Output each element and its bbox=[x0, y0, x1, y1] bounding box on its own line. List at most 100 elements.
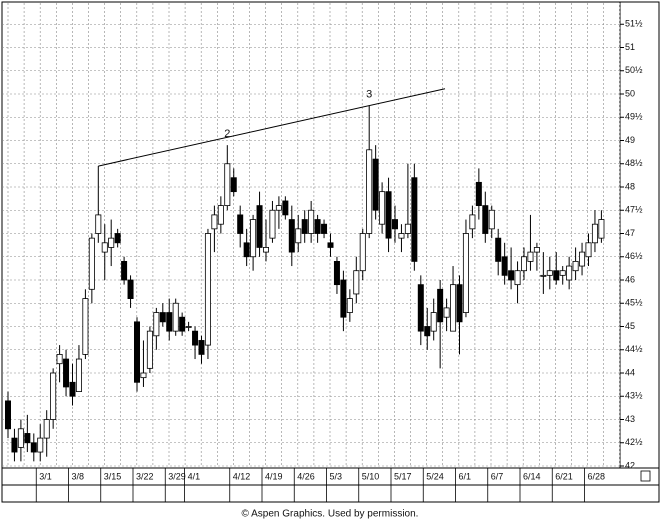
y-tick-label: 46 bbox=[625, 274, 635, 284]
candle-body bbox=[495, 237, 502, 262]
y-tick-label: 42½ bbox=[625, 437, 643, 447]
y-tick-label: 43 bbox=[625, 414, 635, 424]
candle-body bbox=[340, 279, 347, 318]
y-tick-label: 42 bbox=[625, 460, 635, 470]
candle-body bbox=[353, 270, 360, 295]
candle-body bbox=[101, 242, 108, 253]
x-tick-label: 4/19 bbox=[265, 471, 283, 481]
x-tick-label: 3/1 bbox=[39, 471, 52, 481]
candle-body bbox=[385, 191, 392, 239]
candle-body bbox=[269, 209, 276, 239]
candle-body bbox=[333, 260, 340, 286]
x-tick-label: 6/1 bbox=[459, 471, 472, 481]
candle-body bbox=[88, 237, 95, 290]
candle-body bbox=[275, 205, 282, 211]
candle-body bbox=[262, 247, 269, 253]
candle-body bbox=[256, 205, 263, 248]
candle-body bbox=[185, 326, 192, 328]
candle-body bbox=[372, 158, 379, 211]
candle-body bbox=[237, 214, 244, 234]
candle-body bbox=[591, 223, 598, 244]
candle-body bbox=[217, 205, 224, 225]
candle-body bbox=[282, 200, 289, 216]
credit: © Aspen Graphics. Used by permission. bbox=[242, 509, 419, 520]
candle-body bbox=[114, 233, 121, 244]
candle-body bbox=[30, 442, 37, 453]
candle-body bbox=[462, 233, 469, 313]
candle-body bbox=[514, 270, 521, 286]
candle-body bbox=[533, 247, 540, 253]
x-tick-label: 5/17 bbox=[394, 471, 412, 481]
candle-body bbox=[108, 237, 115, 248]
y-tick-label: 43½ bbox=[625, 391, 643, 401]
x-tick-label: 4/1 bbox=[188, 471, 201, 481]
y-tick-label: 50 bbox=[625, 88, 635, 98]
candle-body bbox=[63, 358, 70, 388]
candle-body bbox=[424, 326, 431, 337]
x-tick-label: 6/14 bbox=[523, 471, 541, 481]
candle-body bbox=[430, 312, 437, 332]
candle-body bbox=[411, 177, 418, 262]
candle-body bbox=[243, 242, 250, 258]
y-tick-label: 46½ bbox=[625, 251, 643, 261]
candle-body bbox=[585, 242, 592, 258]
candle-body bbox=[437, 288, 444, 323]
x-tick-label: 5/3 bbox=[330, 471, 343, 481]
candle-body bbox=[37, 437, 44, 453]
x-tick-label: 6/7 bbox=[491, 471, 504, 481]
candle-body bbox=[359, 233, 366, 272]
candle-body bbox=[5, 400, 11, 430]
annotation: 3 bbox=[366, 89, 372, 101]
candle-body bbox=[346, 298, 353, 313]
candle-body bbox=[224, 163, 231, 206]
candle-body bbox=[250, 219, 257, 258]
y-tick-label: 47 bbox=[625, 228, 635, 238]
candle-body bbox=[56, 353, 63, 365]
candle-body bbox=[521, 256, 528, 272]
candle-body bbox=[398, 233, 405, 239]
y-tick-label: 45½ bbox=[625, 298, 643, 308]
x-tick-label: 5/10 bbox=[362, 471, 380, 481]
y-tick-label: 51½ bbox=[625, 19, 643, 29]
candle-body bbox=[211, 214, 218, 230]
annotation: 2 bbox=[224, 128, 230, 140]
x-tick-label: 4/26 bbox=[297, 471, 315, 481]
candle-body bbox=[288, 219, 295, 253]
candle-body bbox=[204, 233, 211, 346]
candle-body bbox=[508, 270, 515, 281]
candle-body bbox=[366, 149, 373, 234]
candle-body bbox=[82, 298, 89, 355]
x-tick-label: 5/24 bbox=[426, 471, 444, 481]
candle-body bbox=[295, 228, 302, 244]
candle-body bbox=[230, 177, 237, 193]
y-tick-label: 48 bbox=[625, 181, 635, 191]
candle-body bbox=[579, 251, 586, 267]
candle-body bbox=[314, 219, 321, 234]
candle-body bbox=[553, 270, 560, 281]
candle-body bbox=[11, 437, 18, 453]
candle-body bbox=[546, 270, 553, 276]
x-tick-label: 4/12 bbox=[233, 471, 251, 481]
candle-body bbox=[450, 284, 457, 332]
y-tick-label: 51 bbox=[625, 42, 635, 52]
candle-body bbox=[301, 219, 308, 234]
y-tick-label: 47½ bbox=[625, 205, 643, 215]
candle-body bbox=[308, 209, 315, 234]
y-tick-label: 44½ bbox=[625, 344, 643, 354]
x-tick-label: 6/21 bbox=[555, 471, 573, 481]
candle-body bbox=[17, 428, 24, 448]
y-tick-label: 49 bbox=[625, 135, 635, 145]
candle-body bbox=[43, 419, 50, 439]
candle-body bbox=[488, 209, 495, 230]
candle-body bbox=[417, 284, 424, 332]
candle-body bbox=[501, 256, 508, 276]
x-tick-label: 3/15 bbox=[104, 471, 122, 481]
candle-body bbox=[153, 312, 160, 337]
y-tick-label: 44 bbox=[625, 367, 635, 377]
candle-body bbox=[443, 307, 450, 318]
candle-body bbox=[159, 312, 166, 323]
x-tick-label: 3/22 bbox=[136, 471, 154, 481]
x-tick-label: 3/29 bbox=[168, 471, 186, 481]
candle-body bbox=[127, 279, 134, 300]
